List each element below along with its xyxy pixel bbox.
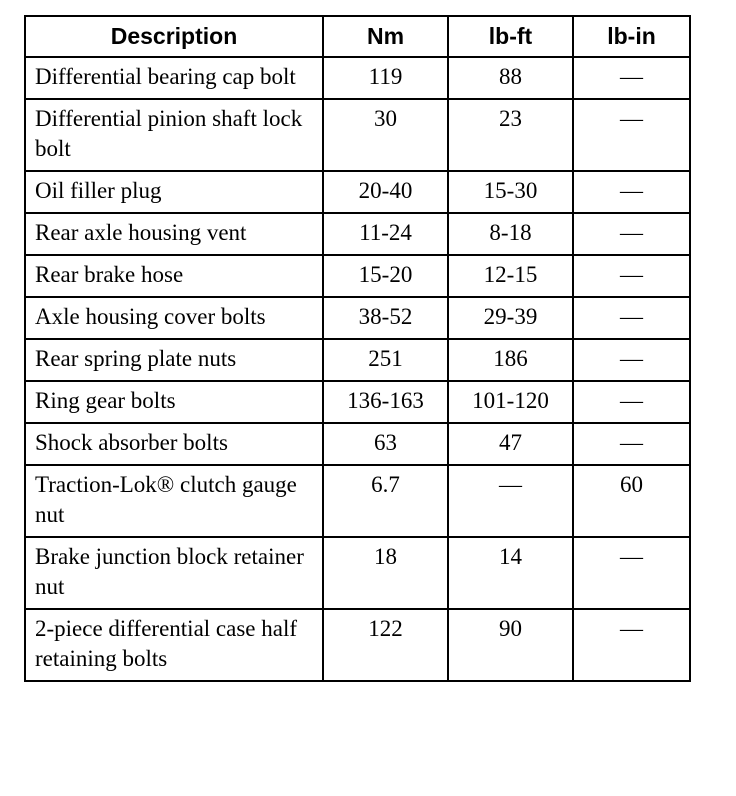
lb-ft-cell: 14 <box>447 536 574 610</box>
lb-ft-cell: 186 <box>447 338 574 382</box>
lb-in-cell: — <box>572 296 691 340</box>
table-row: Brake junction block retainer nut 18 14— <box>24 536 691 610</box>
header-row: Description Nm lb-ft lb-in <box>24 15 691 58</box>
table-row: Differential pinion shaft lock bolt 30 23— <box>24 98 691 172</box>
lb-ft-cell: 90 <box>447 608 574 682</box>
nm-cell: 38-52 <box>322 296 449 340</box>
table-row: Axle housing cover bolts 38-52 29-39— <box>24 296 691 340</box>
description-cell: Brake junction block retainer nut <box>24 536 324 610</box>
lb-ft-cell: 12-15 <box>447 254 574 298</box>
lb-in-cell: — <box>572 338 691 382</box>
description-cell: Rear axle housing vent <box>24 212 324 256</box>
lb-ft-cell: — <box>447 464 574 538</box>
lb-in-cell: — <box>572 254 691 298</box>
lb-in-cell: — <box>572 608 691 682</box>
table-row: Ring gear bolts 136-163 101-120— <box>24 380 691 424</box>
nm-cell: 251 <box>322 338 449 382</box>
table-row: Rear spring plate nuts 251 186— <box>24 338 691 382</box>
lb-ft-cell: 29-39 <box>447 296 574 340</box>
nm-cell: 136-163 <box>322 380 449 424</box>
lb-ft-cell: 88 <box>447 56 574 100</box>
description-cell: Axle housing cover bolts <box>24 296 324 340</box>
lb-in-cell: 60 <box>572 464 691 538</box>
table-row: Shock absorber bolts 63 47— <box>24 422 691 466</box>
nm-cell: 6.7 <box>322 464 449 538</box>
description-cell: Traction-Lok® clutch gauge nut <box>24 464 324 538</box>
table-row: Rear brake hose 15-20 12-15— <box>24 254 691 298</box>
header-nm: Nm <box>322 15 449 58</box>
description-cell: Ring gear bolts <box>24 380 324 424</box>
lb-ft-cell: 47 <box>447 422 574 466</box>
lb-ft-cell: 101-120 <box>447 380 574 424</box>
table-row: Oil filler plug 20-40 15-30— <box>24 170 691 214</box>
table-row: Traction-Lok® clutch gauge nut 6.7—60 <box>24 464 691 538</box>
description-cell: Oil filler plug <box>24 170 324 214</box>
lb-ft-cell: 15-30 <box>447 170 574 214</box>
lb-ft-cell: 8-18 <box>447 212 574 256</box>
lb-in-cell: — <box>572 380 691 424</box>
description-cell: Differential pinion shaft lock bolt <box>24 98 324 172</box>
lb-ft-cell: 23 <box>447 98 574 172</box>
nm-cell: 119 <box>322 56 449 100</box>
nm-cell: 63 <box>322 422 449 466</box>
description-cell: Rear spring plate nuts <box>24 338 324 382</box>
table-row: Differential bearing cap bolt 119 88— <box>24 56 691 100</box>
description-cell: Shock absorber bolts <box>24 422 324 466</box>
nm-cell: 30 <box>322 98 449 172</box>
lb-in-cell: — <box>572 422 691 466</box>
description-cell: Differential bearing cap bolt <box>24 56 324 100</box>
header-lb-ft: lb-ft <box>447 15 574 58</box>
nm-cell: 122 <box>322 608 449 682</box>
lb-in-cell: — <box>572 536 691 610</box>
torque-spec-table: Description Nm lb-ft lb-in Differential … <box>24 15 691 682</box>
header-lb-in: lb-in <box>572 15 691 58</box>
lb-in-cell: — <box>572 56 691 100</box>
nm-cell: 20-40 <box>322 170 449 214</box>
nm-cell: 18 <box>322 536 449 610</box>
description-cell: Rear brake hose <box>24 254 324 298</box>
table-row: 2-piece differential case half retaining… <box>24 608 691 682</box>
nm-cell: 11-24 <box>322 212 449 256</box>
lb-in-cell: — <box>572 170 691 214</box>
table-row: Rear axle housing vent 11-24 8-18— <box>24 212 691 256</box>
header-description: Description <box>24 15 324 58</box>
lb-in-cell: — <box>572 98 691 172</box>
lb-in-cell: — <box>572 212 691 256</box>
nm-cell: 15-20 <box>322 254 449 298</box>
description-cell: 2-piece differential case half retaining… <box>24 608 324 682</box>
